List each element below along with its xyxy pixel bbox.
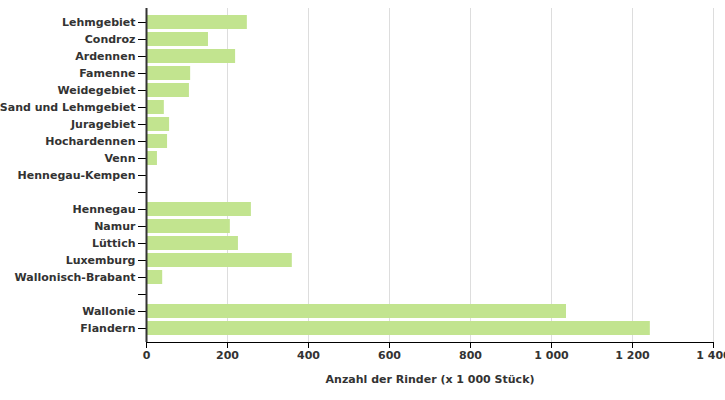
svg-text:Flandern: Flandern [80,322,135,335]
svg-text:1 400: 1 400 [696,349,725,362]
svg-text:Luxemburg: Luxemburg [66,254,136,267]
svg-text:Famenne: Famenne [79,67,135,80]
svg-text:Lüttich: Lüttich [92,237,135,250]
svg-text:200: 200 [216,349,239,362]
svg-text:Weidegebiet: Weidegebiet [57,84,135,97]
svg-text:Hennegau: Hennegau [73,203,136,216]
svg-text:600: 600 [378,349,401,362]
svg-text:Venn: Venn [104,152,135,165]
svg-text:400: 400 [297,349,320,362]
svg-text:0: 0 [143,349,151,362]
svg-text:1 000: 1 000 [534,349,569,362]
svg-text:Hochardennen: Hochardennen [45,135,135,148]
svg-text:Sand und Lehmgebiet: Sand und Lehmgebiet [0,101,136,114]
svg-text:Anzahl der Rinder (x 1 000 Stü: Anzahl der Rinder (x 1 000 Stück) [326,373,535,386]
svg-text:Namur: Namur [94,220,136,233]
svg-text:Ardennen: Ardennen [75,50,135,63]
svg-text:Lehmgebiet: Lehmgebiet [62,16,135,29]
svg-text:Wallonisch-Brabant: Wallonisch-Brabant [15,271,136,284]
svg-text:Hennegau-Kempen: Hennegau-Kempen [18,169,136,182]
svg-text:800: 800 [459,349,482,362]
svg-text:Wallonie: Wallonie [82,305,135,318]
svg-text:1 200: 1 200 [615,349,650,362]
svg-text:Condroz: Condroz [85,33,136,46]
svg-text:Juragebiet: Juragebiet [70,118,135,131]
